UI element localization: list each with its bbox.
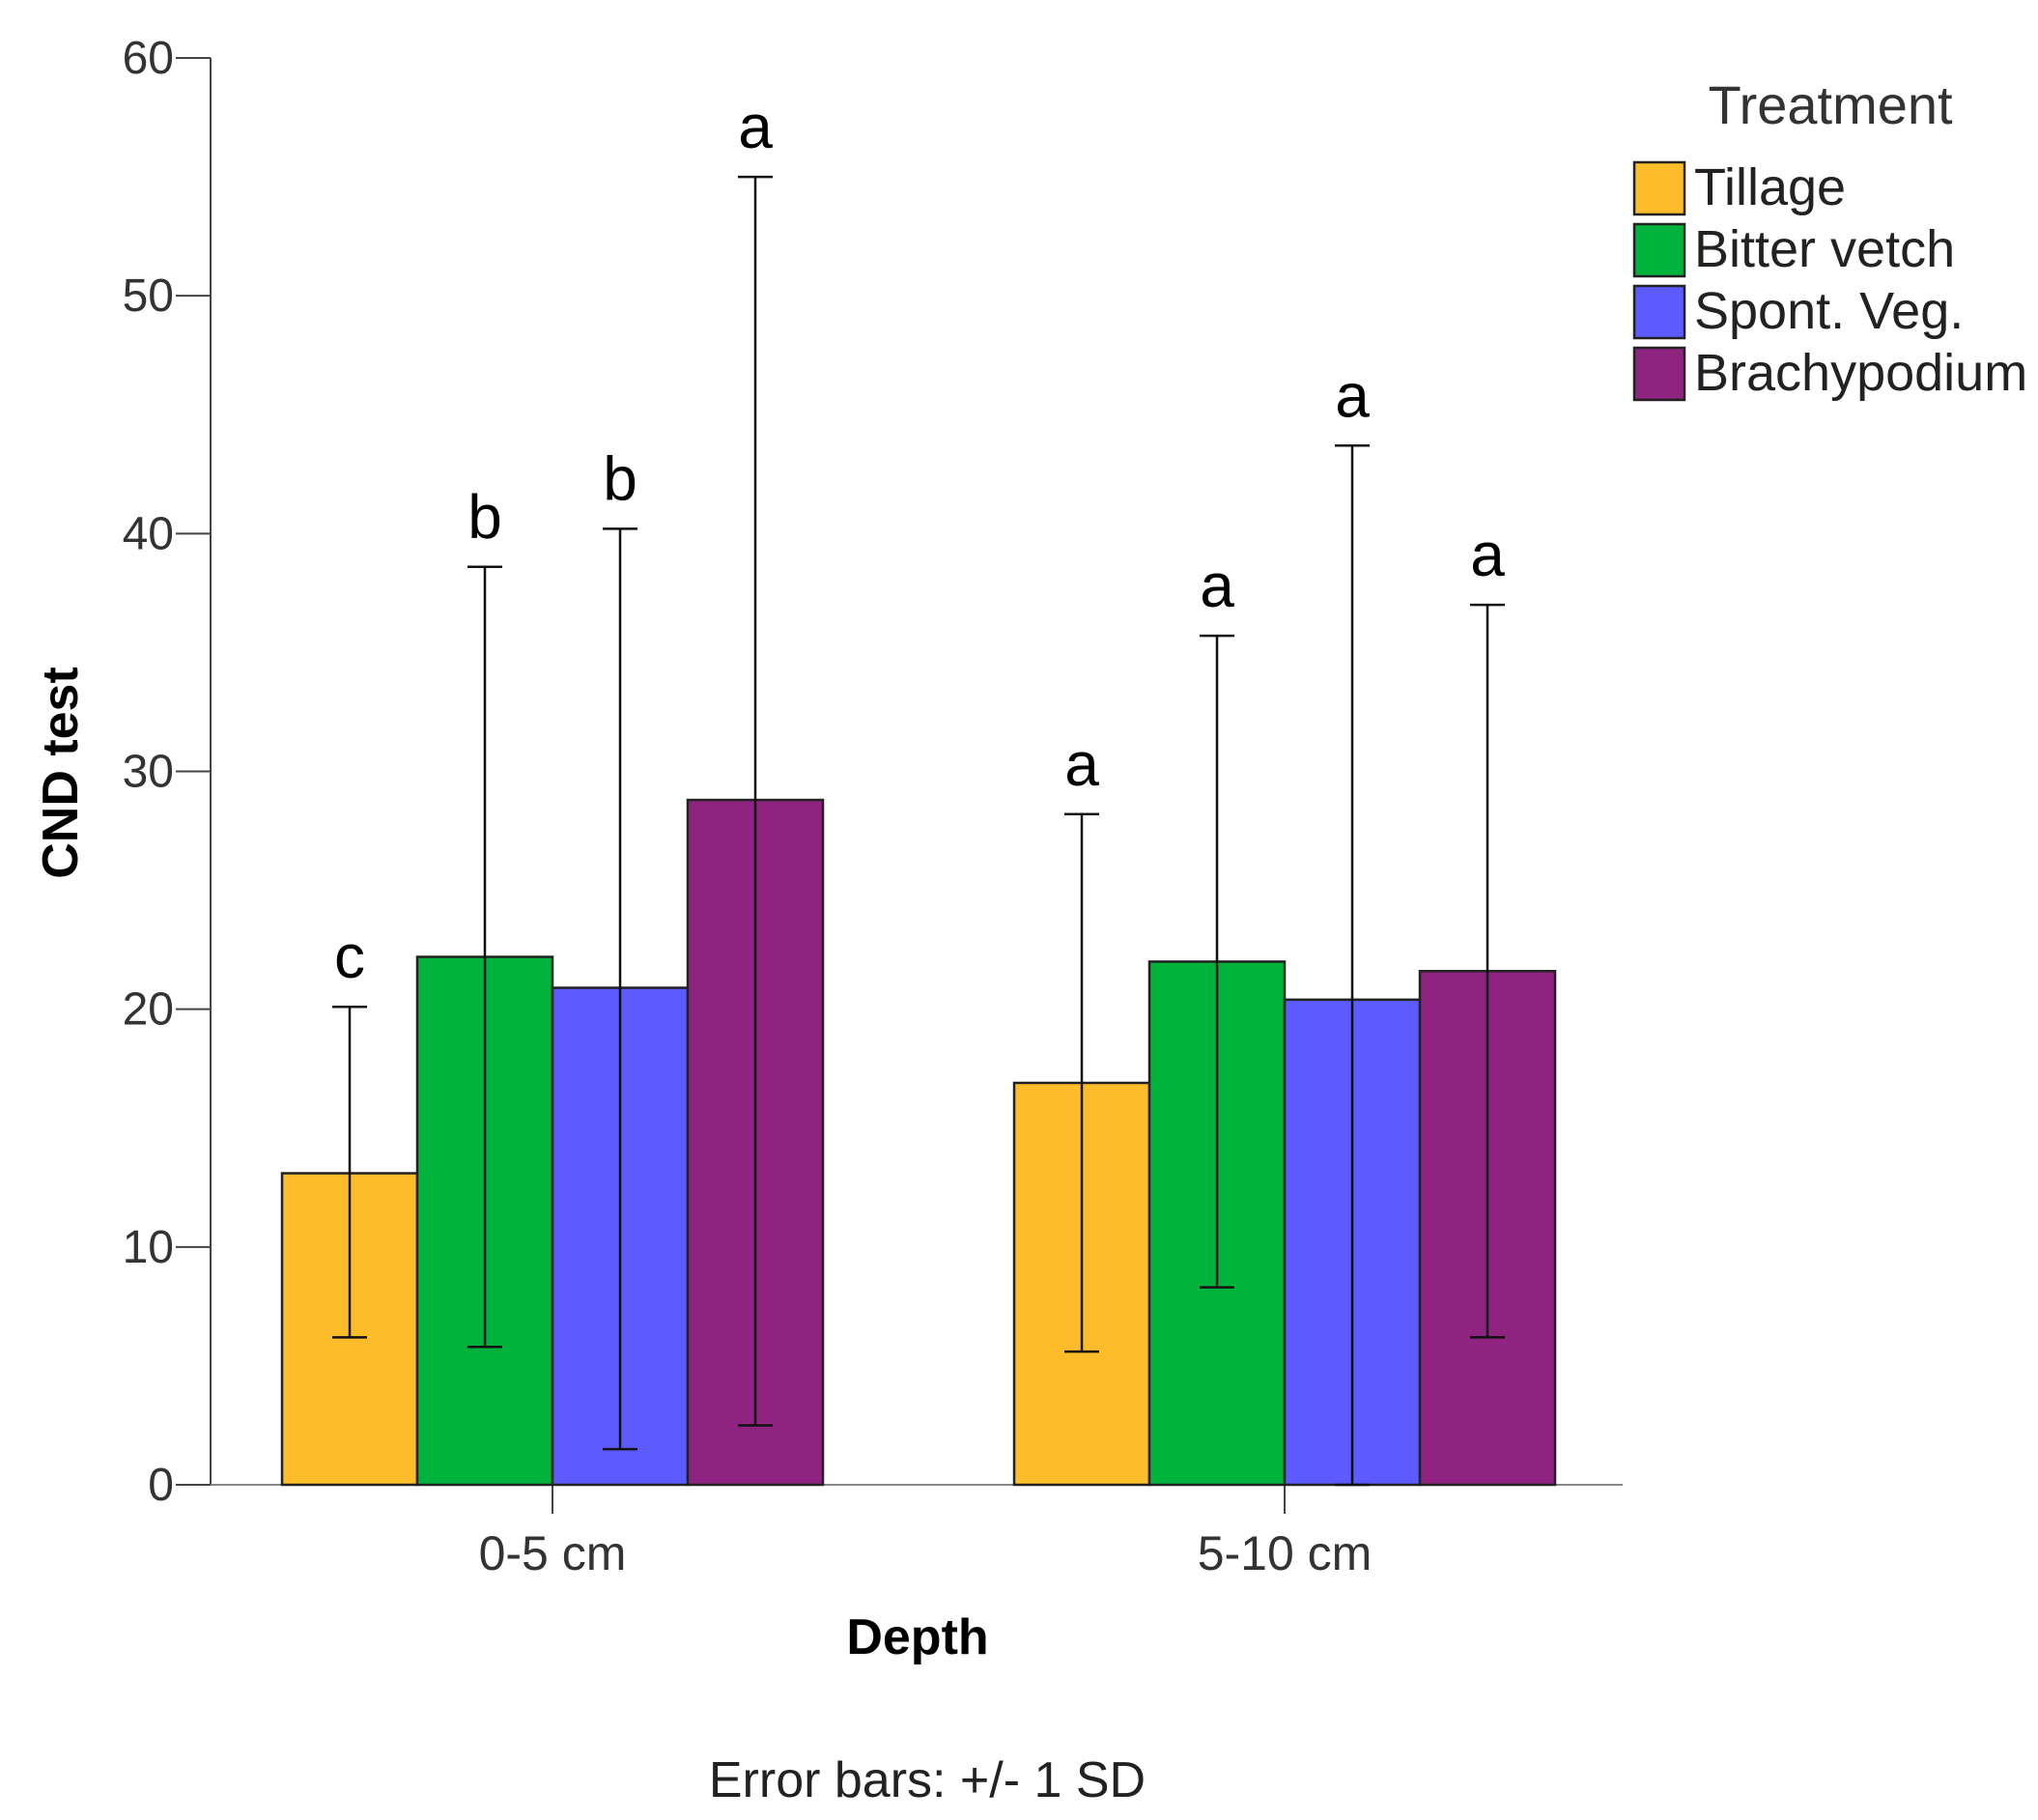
legend-swatch-3 — [1632, 346, 1686, 402]
significance-letter-3-0: a — [738, 92, 773, 161]
significance-letter-2-0: b — [603, 443, 637, 513]
significance-letter-2-1: a — [1335, 360, 1370, 430]
significance-letter-3-1: a — [1470, 520, 1505, 589]
legend-label-1: Bitter vetch — [1694, 220, 1955, 278]
legend-label-2: Spont. Veg. — [1694, 282, 1964, 340]
y-tick-label-30: 30 — [123, 747, 174, 798]
significance-letter-0-0: c — [334, 922, 365, 991]
legend-swatch-0 — [1632, 160, 1686, 216]
legend-swatch-1 — [1632, 222, 1686, 278]
chart-labels: c a b a b a a a — [334, 92, 1505, 991]
y-axis-title: CND test — [33, 667, 89, 879]
legend-swatch-2 — [1632, 284, 1686, 340]
x-tick-label-1: 5-10 cm — [1198, 1526, 1373, 1580]
significance-letter-1-1: a — [1200, 551, 1234, 620]
x-axis-title: Depth — [846, 1609, 988, 1665]
y-tick-label-20: 20 — [123, 984, 174, 1036]
x-tick-label-0: 0-5 cm — [479, 1526, 627, 1580]
chart-axes: 0 10 20 30 40 50 60 0-5 cm 5-10 cm — [123, 33, 1623, 1580]
legend-title: Treatment — [1708, 74, 1953, 135]
significance-letter-1-0: b — [467, 482, 502, 552]
significance-letter-0-1: a — [1064, 729, 1099, 799]
y-tick-label-10: 10 — [123, 1222, 174, 1273]
y-tick-label-0: 0 — [148, 1460, 174, 1511]
chart-error-bars — [332, 175, 1505, 1487]
legend-label-0: Tillage — [1694, 158, 1846, 216]
y-tick-label-60: 60 — [123, 33, 174, 84]
chart-bars — [280, 798, 1557, 1487]
y-tick-label-40: 40 — [123, 508, 174, 559]
legend-label-3: Brachypodium — [1694, 344, 2027, 402]
y-tick-label-50: 50 — [123, 270, 174, 322]
error-bar-footnote: Error bars: +/- 1 SD — [709, 1752, 1146, 1808]
